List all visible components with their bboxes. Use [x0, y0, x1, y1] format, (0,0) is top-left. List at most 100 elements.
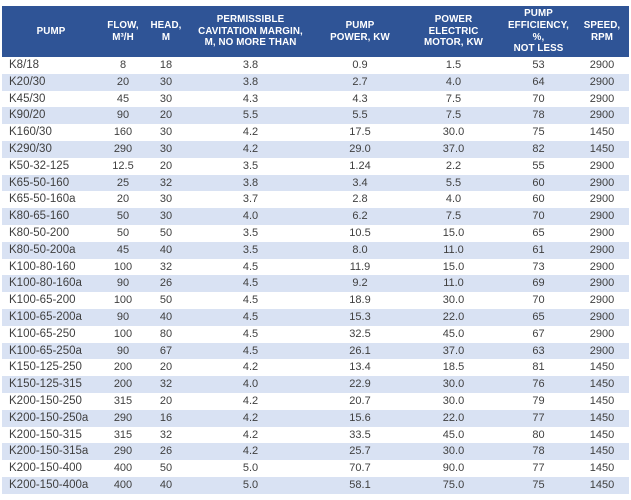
pump-name-cell: K8/18: [9, 59, 40, 71]
efficiency-cell: 75: [532, 126, 545, 139]
efficiency-cell: 70: [532, 92, 545, 105]
pump-power-cell: 26.1: [349, 344, 371, 357]
flow-cell: 400: [113, 462, 133, 475]
flow-cell: 20: [116, 193, 130, 206]
efficiency-cell: 81: [532, 361, 545, 374]
efficiency-cell: 55: [532, 159, 545, 172]
flow-cell: 90: [116, 109, 130, 122]
head-cell: 20: [159, 361, 173, 374]
pump-name-cell: K65-50-160a: [9, 193, 76, 206]
pump-power-cell: 8.0: [352, 243, 368, 256]
speed-cell: 2900: [589, 310, 615, 323]
efficiency-cell: 79: [532, 394, 545, 407]
pump-power-cell: 32.5: [349, 327, 371, 340]
header-row: PUMP FLOW, M³/H HEAD, M PERMISSIBLE CAVITAT…: [2, 6, 629, 57]
motor-power-cell: 75.0: [442, 478, 465, 491]
flow-cell: 315: [113, 428, 133, 441]
pump-power-cell: 3.4: [352, 176, 368, 189]
table-row: K160/30 160 30 4.2 17.5 30.0 75 1450: [2, 124, 629, 141]
pump-power-cell: 13.4: [349, 361, 371, 374]
pump-name-cell: K45/30: [9, 92, 46, 105]
head-cell: 20: [159, 394, 173, 407]
motor-power-cell: 30.0: [442, 394, 465, 407]
cavitation-margin-cell: 4.2: [242, 411, 259, 424]
pump-name-cell: K80-50-200: [9, 226, 70, 239]
pump-name-cell: K100-80-160: [9, 260, 76, 273]
pump-name-cell: K290/30: [9, 142, 52, 155]
pump-power-cell: 25.7: [349, 445, 371, 458]
speed-cell: 1450: [589, 126, 615, 139]
flow-cell: 45: [116, 243, 130, 256]
pump-power-cell: 11.9: [349, 260, 371, 273]
head-cell: 26: [159, 445, 173, 458]
table-row: K8/18 8 18 3.8 0.9 1.5 53 2900: [2, 57, 629, 74]
head-cell: 67: [159, 344, 173, 357]
cavitation-margin-cell: 3.5: [242, 226, 259, 239]
pump-power-cell: 6.2: [352, 210, 368, 223]
speed-cell: 2900: [589, 226, 615, 239]
head-cell: 50: [159, 462, 173, 475]
pump-power-cell: 33.5: [349, 428, 371, 441]
head-cell: 40: [159, 310, 173, 323]
efficiency-cell: 65: [532, 310, 545, 323]
flow-cell: 290: [113, 445, 133, 458]
cavitation-margin-cell: 4.2: [242, 394, 259, 407]
flow-cell: 45: [116, 92, 130, 105]
pump-name-cell: K90/20: [9, 109, 46, 122]
efficiency-cell: 76: [532, 378, 545, 391]
column-header-head: HEAD, M: [146, 6, 186, 57]
flow-cell: 200: [113, 361, 133, 374]
motor-power-cell: 37.0: [442, 142, 465, 155]
cavitation-margin-cell: 4.2: [242, 428, 259, 441]
table-row: K200-150-400a 400 40 5.0 58.1 75.0 75 1450: [2, 476, 629, 494]
head-cell: 50: [159, 226, 173, 239]
flow-cell: 315: [113, 394, 133, 407]
motor-power-cell: 15.0: [442, 260, 465, 273]
pump-name-cell: K200-150-315: [9, 428, 82, 441]
head-cell: 20: [159, 159, 173, 172]
efficiency-cell: 60: [532, 176, 545, 189]
column-header-flow: FLOW, M³/H: [100, 6, 146, 57]
cavitation-margin-cell: 4.2: [242, 361, 259, 374]
table-row: K100-80-160a 90 26 4.5 9.2 11.0 69 2900: [2, 275, 629, 293]
cavitation-margin-cell: 4.5: [242, 294, 259, 307]
efficiency-cell: 61: [532, 243, 545, 256]
table-row: K100-65-250a 90 67 4.5 26.1 37.0 63 2900: [2, 342, 629, 360]
speed-cell: 1450: [589, 394, 615, 407]
pump-power-cell: 9.2: [352, 277, 368, 290]
cavitation-margin-cell: 4.5: [242, 310, 259, 323]
cavitation-margin-cell: 3.8: [242, 59, 259, 71]
speed-cell: 1450: [589, 462, 615, 475]
pump-power-cell: 58.1: [349, 478, 371, 491]
motor-power-cell: 22.0: [442, 310, 465, 323]
pump-power-cell: 18.9: [349, 294, 371, 307]
cavitation-margin-cell: 4.0: [242, 378, 259, 391]
pump-power-cell: 0.9: [352, 59, 368, 71]
flow-cell: 25: [116, 176, 130, 189]
pump-power-cell: 70.7: [349, 462, 371, 475]
pump-name-cell: K150-125-315: [9, 378, 82, 391]
column-header-cavitation-margin: PERMISSIBLE CAVITATION MARGIN, M, NO MOR…: [186, 6, 315, 57]
speed-cell: 1450: [589, 411, 615, 424]
motor-power-cell: 30.0: [442, 378, 465, 391]
table-row: K80-50-200a 45 40 3.5 8.0 11.0 61 2900: [2, 241, 629, 259]
speed-cell: 2900: [589, 75, 615, 88]
cavitation-margin-cell: 4.3: [242, 92, 259, 105]
table-row: K20/30 20 30 3.8 2.7 4.0 64 2900: [2, 73, 629, 91]
pump-name-cell: K100-80-160a: [9, 277, 82, 290]
pump-name-cell: K200-150-400a: [9, 478, 89, 491]
head-cell: 26: [159, 277, 173, 290]
head-cell: 30: [159, 210, 173, 223]
table-row: K290/30 290 30 4.2 29.0 37.0 82 1450: [2, 140, 629, 158]
pump-name-cell: K65-50-160: [9, 176, 70, 189]
cavitation-margin-cell: 4.5: [242, 327, 259, 340]
efficiency-cell: 73: [532, 260, 545, 273]
speed-cell: 1450: [589, 142, 615, 155]
table-row: K200-150-315 315 32 4.2 33.5 45.0 80 1450: [2, 426, 629, 444]
cavitation-margin-cell: 4.2: [242, 445, 259, 458]
table-row: K200-150-250 315 20 4.2 20.7 30.0 79 1450: [2, 392, 629, 410]
pump-name-cell: K20/30: [9, 75, 46, 88]
flow-cell: 400: [113, 478, 133, 491]
pump-name-cell: K200-150-400: [9, 462, 82, 475]
table-row: K150-125-315 200 32 4.0 22.9 30.0 76 1450: [2, 376, 629, 393]
